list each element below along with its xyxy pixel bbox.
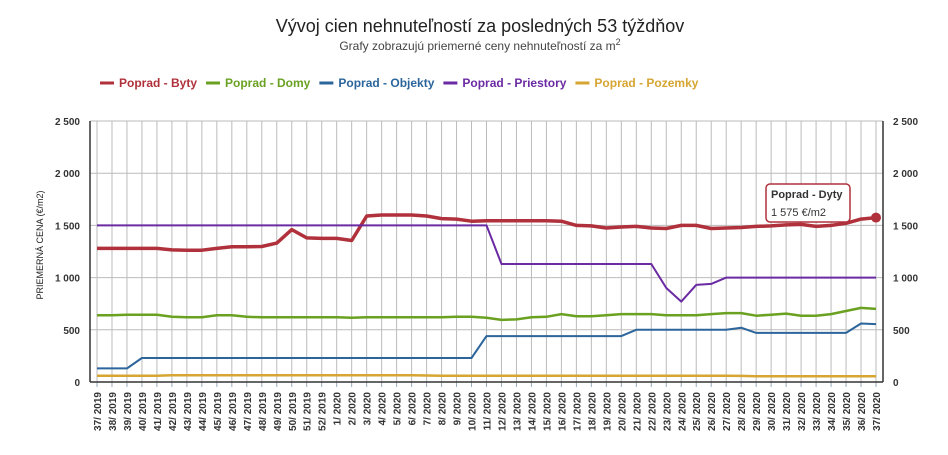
x-tick-label: 13/ 2020 [512,392,523,431]
x-tick-label: 3/ 2020 [363,392,374,426]
legend-item[interactable]: Poprad - Domy [206,76,311,90]
highlight-point [871,212,881,223]
legend-label: Poprad - Objekty [338,76,434,90]
series-line-poprad-domy [97,306,877,322]
series-line-poprad-pozemky [97,373,876,378]
x-tick-label: 42/ 2019 [168,392,179,431]
y-axis-label: PRIEMERNÁ CENA (€/m2) [35,190,45,299]
x-tick-label: 17/ 2020 [572,392,583,431]
chart-title: Vývoj cien nehnuteľností za posledných 5… [276,16,685,36]
x-tick-label: 32/ 2020 [797,392,808,431]
x-tick-label: 30/ 2020 [767,392,778,431]
y-tick-label-left: 500 [63,326,80,337]
x-tick-label: 12/ 2020 [497,392,508,431]
x-tick-label: 28/ 2020 [737,392,748,431]
x-tick-label: 37/ 2019 [93,392,104,431]
x-tick-label: 52/ 2019 [318,392,329,431]
x-tick-label: 25/ 2020 [692,392,703,431]
y-tick-label-right: 2 000 [893,169,918,180]
legend-item[interactable]: Poprad - Pozemky [575,76,699,90]
legend-label: Poprad - Priestory [462,76,566,90]
x-tick-label: 7/ 2020 [423,392,434,426]
x-tick-label: 1/ 2020 [333,392,344,426]
x-tick-label: 10/ 2020 [468,392,479,431]
x-tick-label: 6/ 2020 [408,392,419,426]
x-tick-label: 26/ 2020 [707,392,718,431]
x-tick-label: 22/ 2020 [647,392,658,431]
x-tick-label: 34/ 2020 [827,392,838,431]
x-tick-label: 16/ 2020 [557,392,568,431]
legend-item[interactable]: Poprad - Objekty [319,76,435,90]
x-tick-label: 24/ 2020 [677,392,688,431]
legend-label: Poprad - Domy [225,76,311,90]
x-tick-label: 8/ 2020 [438,392,449,426]
y-tick-label-left: 1 000 [55,274,80,285]
y-tick-label-left: 2 500 [55,117,80,128]
series-line-poprad-byty [97,213,877,252]
legend-item[interactable]: Poprad - Priestory [443,76,567,90]
x-tick-label: 46/ 2019 [228,392,239,431]
tooltip-value: 1 575 €/m2 [771,207,826,219]
legend-label: Poprad - Pozemky [594,76,698,90]
y-tick-label-right: 1 000 [893,274,918,285]
tooltip-series: Poprad - Dyty [771,189,843,201]
y-tick-label-left: 0 [74,378,80,389]
x-tick-label: 19/ 2020 [602,392,613,431]
x-tick-label: 21/ 2020 [632,392,643,431]
x-tick-label: 18/ 2020 [587,392,598,431]
legend-label: Poprad - Byty [119,76,197,90]
series-line-poprad-objekty [97,322,877,370]
x-tick-label: 15/ 2020 [542,392,553,431]
x-tick-label: 49/ 2019 [273,392,284,431]
x-tick-label: 38/ 2019 [108,392,119,431]
x-tick-label: 36/ 2020 [857,392,868,431]
tooltip-box [765,183,851,223]
x-tick-label: 50/ 2019 [288,392,299,431]
subtitle-text: Grafy zobrazujú priemerné ceny nehnuteľn… [339,39,615,53]
y-tick-label-left: 1 500 [55,221,80,232]
x-tick-label: 51/ 2019 [303,392,314,431]
series-line-poprad-priestory [97,224,876,303]
x-tick-label: 35/ 2020 [842,392,853,431]
x-tick-label: 14/ 2020 [527,392,538,431]
x-tick-label: 11/ 2020 [483,392,494,431]
x-tick-label: 2/ 2020 [348,392,359,426]
x-tick-label: 44/ 2019 [198,392,209,431]
x-tick-label: 33/ 2020 [812,392,823,431]
x-tick-label: 4/ 2020 [378,392,389,426]
x-tick-label: 48/ 2019 [258,392,269,431]
y-tick-label-right: 500 [893,326,910,337]
x-tick-label: 23/ 2020 [662,392,673,431]
x-tick-label: 43/ 2019 [183,392,194,431]
x-tick-label: 5/ 2020 [393,392,404,426]
x-tick-label: 45/ 2019 [213,392,224,431]
x-tick-label: 47/ 2019 [243,392,254,431]
chart-subtitle: Grafy zobrazujú priemerné ceny nehnuteľn… [339,37,620,53]
x-tick-label: 31/ 2020 [782,392,793,431]
y-tick-label-right: 1 500 [893,221,918,232]
x-tick-label: 39/ 2019 [123,392,134,431]
legend-item[interactable]: Poprad - Byty [100,76,197,90]
x-tick-label: 27/ 2020 [722,392,733,431]
subtitle-superscript: 2 [616,37,621,47]
y-tick-label-right: 0 [893,378,899,389]
x-tick-label: 37/ 2020 [872,392,883,431]
x-tick-label: 41/ 2019 [153,392,164,431]
x-tick-label: 9/ 2020 [453,392,464,426]
y-tick-label-right: 2 500 [893,117,918,128]
x-tick-label: 29/ 2020 [752,392,763,431]
y-tick-label-left: 2 000 [55,169,80,180]
x-tick-label: 20/ 2020 [617,392,628,431]
x-tick-label: 40/ 2019 [138,392,149,431]
